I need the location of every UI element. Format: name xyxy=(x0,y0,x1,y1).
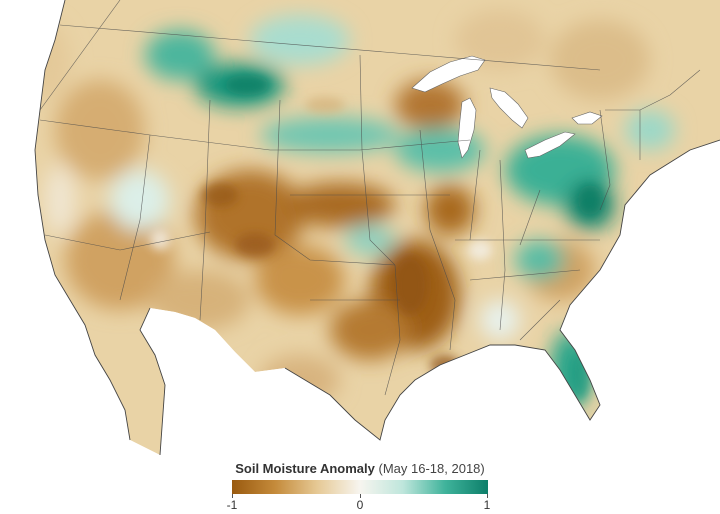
tick-mid xyxy=(360,494,361,498)
legend-title-main: Soil Moisture Anomaly xyxy=(235,461,375,476)
scale-min-label: -1 xyxy=(226,498,238,512)
lake-ontario xyxy=(571,111,603,125)
color-scale-bar xyxy=(232,480,488,494)
legend: Soil Moisture Anomaly (May 16-18, 2018) … xyxy=(0,455,720,514)
borders xyxy=(39,0,701,396)
lake-superior xyxy=(411,55,486,93)
soil-moisture-map xyxy=(0,0,720,455)
lake-erie xyxy=(524,131,576,159)
legend-title: Soil Moisture Anomaly (May 16-18, 2018) xyxy=(0,461,720,476)
map-canvas xyxy=(0,0,720,455)
legend-title-date: (May 16-18, 2018) xyxy=(378,461,485,476)
ocean-mask xyxy=(0,0,720,455)
scale-mid-label: 0 xyxy=(356,498,364,512)
tick-max xyxy=(487,494,488,498)
coastline xyxy=(34,0,720,455)
lake-huron xyxy=(489,87,529,129)
anomaly-field xyxy=(0,0,720,455)
great-lakes xyxy=(411,55,603,159)
tick-min xyxy=(232,494,233,498)
lake-michigan xyxy=(457,97,477,159)
scale-max-label: 1 xyxy=(483,498,491,512)
